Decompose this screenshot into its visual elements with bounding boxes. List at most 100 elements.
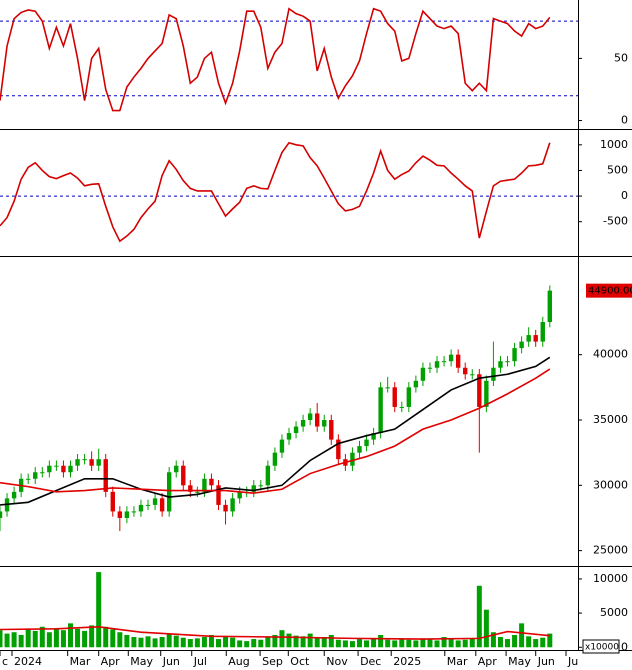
volume-bar (349, 641, 355, 648)
volume-bar (4, 633, 10, 648)
candle-body (413, 380, 419, 388)
volume-bar (300, 636, 306, 648)
candle-body (434, 361, 440, 368)
volume-bar (110, 629, 116, 648)
volume-bar (469, 638, 475, 648)
candle-body (272, 452, 278, 466)
candle-body (512, 348, 517, 362)
candle-body (96, 459, 101, 466)
candle-body (279, 439, 285, 453)
volume-bar (547, 633, 553, 648)
volume-bar (476, 585, 482, 648)
candle-body (314, 413, 320, 427)
volume-bar (138, 637, 144, 648)
y-tick-label: 0 (621, 189, 628, 202)
volume-bar (497, 637, 503, 648)
candle-body (124, 511, 130, 518)
volume-bar (208, 634, 214, 648)
candle-body (329, 419, 334, 440)
candle-body (371, 433, 376, 440)
x-tick-label: Mar (70, 655, 91, 668)
candle-body (455, 354, 461, 368)
volume-bar (152, 638, 158, 648)
volume-bar (307, 633, 313, 648)
candle-body (54, 465, 59, 467)
candle-body (463, 367, 468, 375)
volume-bar (187, 639, 193, 648)
volume-bar (258, 639, 264, 648)
candle-body (505, 361, 510, 363)
volume-bar (385, 639, 391, 648)
candle-body (484, 380, 489, 407)
volume-bar (32, 630, 38, 648)
x-tick-label: c (2, 655, 8, 668)
volume-bar (321, 637, 327, 648)
candle-body (33, 472, 38, 479)
volume-bar (60, 630, 66, 648)
x-tick-label: Jul (193, 655, 207, 668)
volume-bar (342, 640, 348, 648)
x-tick-label: Nov (326, 655, 348, 668)
x-tick-label: Jun (162, 655, 180, 668)
candle-body (223, 504, 228, 512)
volume-bar (490, 632, 496, 648)
candle-body (75, 459, 80, 466)
volume-bar (392, 640, 398, 648)
y-tick-label: 0 (621, 640, 628, 653)
volume-bar (505, 639, 511, 648)
volume-bar (328, 634, 334, 648)
volume-bar (371, 638, 377, 648)
candle-body (216, 485, 221, 505)
candle-body (519, 341, 524, 349)
candle-body (420, 367, 426, 381)
volume-bar (406, 639, 412, 648)
y-tick-label: -500 (603, 215, 628, 228)
y-tick-label: 1000 (600, 138, 628, 151)
volume-bar (223, 636, 229, 648)
volume-bar (279, 630, 285, 648)
volume-bar (82, 630, 88, 648)
candle-body (117, 511, 123, 518)
volume-bar (0, 630, 3, 648)
candle-body (166, 472, 172, 512)
candle-body (307, 413, 313, 420)
candle-body (230, 498, 235, 512)
series-line (0, 7, 551, 112)
volume-bar (335, 639, 341, 648)
volume-bar (131, 637, 137, 648)
candle-body (526, 335, 531, 342)
x-tick-label: 2025 (393, 655, 421, 668)
x-tick-label: Oct (290, 655, 310, 668)
candle-body (498, 361, 503, 368)
y-tick-label: 500 (607, 163, 628, 176)
volume-bar (378, 634, 384, 648)
candle-body (181, 465, 186, 486)
candle-body (47, 465, 52, 473)
y-tick-label: 5000 (600, 606, 628, 619)
candle-body (357, 446, 362, 453)
volume-bar (25, 629, 31, 648)
candle-body (293, 426, 299, 434)
volume-bar (96, 572, 102, 648)
volume-bar (399, 639, 405, 648)
candle-body (392, 387, 397, 407)
volume-bar (124, 634, 130, 648)
volume-bar (251, 639, 257, 648)
candle-body (258, 485, 264, 487)
volume-bar (166, 633, 172, 648)
x-tick-label: 2024 (14, 655, 42, 668)
volume-bar (18, 634, 24, 648)
volume-bar (194, 638, 200, 648)
candle-body (378, 387, 383, 434)
candle-body (448, 354, 454, 362)
y-tick-label: 0 (621, 114, 628, 127)
candle-body (350, 452, 355, 466)
volume-bar (434, 640, 440, 648)
x-tick-label: Apr (101, 655, 121, 668)
candle-body (427, 367, 433, 369)
candle-body (441, 361, 447, 363)
volume-bar (356, 639, 362, 648)
volume-bar (413, 640, 419, 648)
candle-body (399, 406, 404, 408)
y-tick-label: 35000 (593, 413, 628, 426)
